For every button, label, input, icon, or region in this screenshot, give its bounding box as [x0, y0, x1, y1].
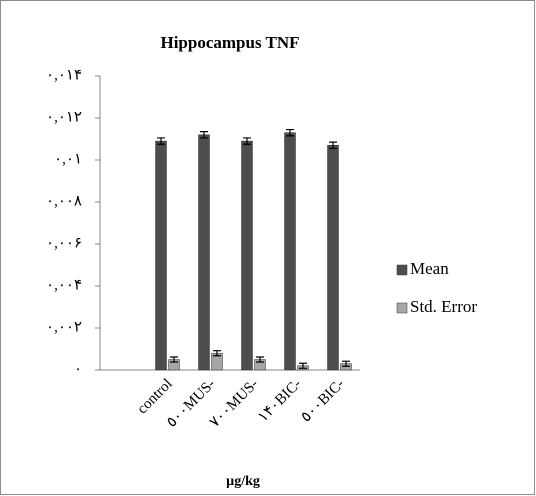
y-tick-label: ٠,٠٠٨ [46, 193, 82, 209]
error-bar [200, 131, 208, 139]
error-bar [342, 360, 350, 367]
x-axis-label: µg/kg [226, 474, 260, 489]
error-bar [157, 137, 165, 145]
bar [284, 132, 296, 371]
error-bar [329, 141, 337, 150]
legend-marker [396, 302, 408, 314]
y-tick-label: ٠,٠١ [54, 151, 82, 167]
bar [241, 140, 253, 371]
legend-marker [396, 264, 408, 276]
y-tick-label: ٠,٠٠۶ [46, 235, 82, 251]
error-bar [286, 128, 294, 137]
y-tick-label: ٠,٠١۴ [46, 67, 82, 83]
error-bar [256, 356, 264, 363]
y-tick-label: ٠ [74, 361, 82, 377]
y-tick-label: ٠,٠٠۴ [46, 277, 82, 293]
error-bar [170, 356, 178, 363]
chart-title: Hippocampus TNF [160, 33, 299, 52]
legend-label: Std. Error [410, 297, 477, 316]
y-tick-label: ٠,٠١٢ [46, 109, 82, 125]
error-bar [299, 362, 307, 369]
legend-label: Mean [410, 259, 449, 278]
bar [198, 134, 210, 371]
bar [327, 145, 339, 371]
y-tick-label: ٠,٠٠٢ [46, 319, 82, 335]
bar [155, 140, 167, 371]
error-bar [213, 350, 221, 357]
error-bar [243, 137, 251, 145]
